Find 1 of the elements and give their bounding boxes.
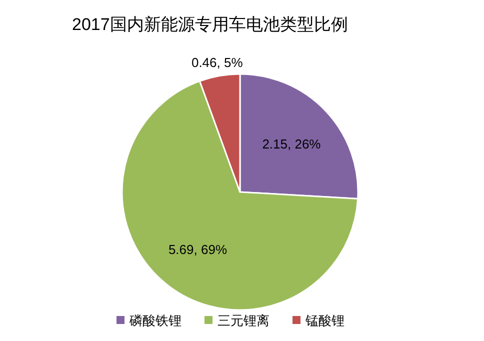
title: 2017国内新能源专用车电池类型比例 <box>72 15 348 34</box>
